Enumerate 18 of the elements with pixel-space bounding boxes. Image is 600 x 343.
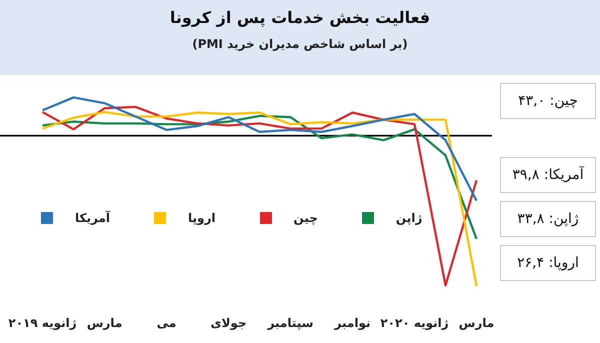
x-tick-label: مارس	[86, 316, 122, 330]
text: اروپا: ۲۶,۴	[500, 245, 596, 281]
legend-label: چین	[294, 211, 318, 226]
x-tick-label: مارس	[458, 316, 494, 330]
chart-title: فعالیت بخش خدمات پس از کرونا	[168, 7, 432, 27]
legend-label: آمریکا	[75, 211, 110, 226]
x-tick-label: می	[156, 316, 176, 330]
x-tick-label: ژانویه ۲۰۲۰	[380, 316, 449, 330]
x-tick-label: جولای	[210, 316, 247, 330]
text: چین: ۴۳,۰	[500, 83, 596, 119]
text: آمریکا: ۳۹,۸	[500, 157, 596, 193]
text: ژاپن: ۳۳,۸	[500, 201, 596, 237]
x-tick-label: سپتامبر	[266, 316, 314, 330]
x-tick-label: نوامبر	[334, 316, 370, 330]
legend-label: ژاپن	[396, 211, 422, 226]
x-tick-label: ژانویه ۲۰۱۹	[8, 316, 77, 330]
chart-subtitle: (بر اساس شاخص مدیران خرید PMI)	[191, 36, 409, 51]
legend-label: اروپا	[188, 211, 216, 226]
